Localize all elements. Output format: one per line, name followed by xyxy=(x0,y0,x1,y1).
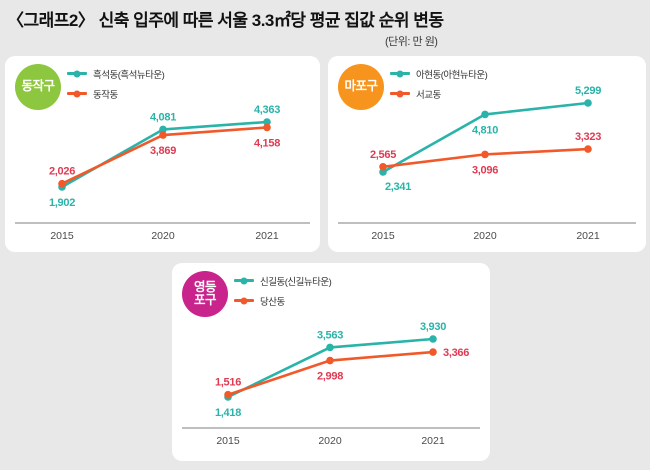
svg-text:2015: 2015 xyxy=(371,230,395,242)
svg-text:3,366: 3,366 xyxy=(443,347,469,359)
legend-item: 동작동 xyxy=(67,87,164,101)
svg-text:2015: 2015 xyxy=(216,435,240,447)
svg-text:1,516: 1,516 xyxy=(215,377,241,389)
chart-panel-dongjak: 동작구 흑석동(흑석뉴타운) 동작동 2015 2020 2021 1,902 4,08… xyxy=(5,56,320,252)
line-dot-marker-icon xyxy=(67,90,87,97)
legend-item: 흑석동(흑석뉴타운) xyxy=(67,67,165,81)
svg-text:2015: 2015 xyxy=(50,230,74,242)
legend-label: 흑석동(흑석뉴타운) xyxy=(93,69,165,81)
svg-text:2,341: 2,341 xyxy=(385,181,411,193)
line-chart-dongjak: 2015 2020 2021 1,902 4,081 4,363 2,026 3,869 4,1… xyxy=(15,104,310,242)
svg-text:2,998: 2,998 xyxy=(317,371,343,383)
svg-text:2021: 2021 xyxy=(255,230,279,242)
unit-note: (단위: 만 원) xyxy=(385,36,438,48)
legend-label: 당산동 xyxy=(260,296,285,308)
line-dot-marker-icon xyxy=(390,70,410,77)
svg-text:4,363: 4,363 xyxy=(254,104,280,116)
page-title: 〈그래프2〉 신축 입주에 따른 서울 3.3㎡당 평균 집값 순위 변동 xyxy=(7,11,444,30)
legend-label: 아현동(아현뉴타운) xyxy=(416,69,488,81)
line-chart-mapo: 2015 2020 2021 2,341 4,810 5,299 2,565 3,096 3,3… xyxy=(338,85,636,242)
legend-mapo: 아현동(아현뉴타운) 서교동 xyxy=(390,67,488,101)
legend-label: 동작동 xyxy=(93,89,118,101)
chart-panel-mapo: 마포구 아현동(아현뉴타운) 서교동 2015 2020 2021 2,341 4,81… xyxy=(328,56,646,252)
line-dot-marker-icon xyxy=(67,70,87,77)
line-dot-marker-icon xyxy=(234,277,254,284)
line-dot-marker-icon xyxy=(390,90,410,97)
svg-text:3,930: 3,930 xyxy=(420,321,446,333)
line-chart-yeongdeungpo: 2015 2020 2021 1,418 3,563 3,930 1,516 2,998 3,3… xyxy=(182,321,480,447)
legend-item: 서교동 xyxy=(390,87,487,101)
svg-text:4,158: 4,158 xyxy=(254,137,280,149)
district-badge-label: 마포구 xyxy=(344,79,378,94)
svg-text:2,565: 2,565 xyxy=(370,149,396,161)
line-dot-marker-icon xyxy=(234,297,254,304)
legend-item: 아현동(아현뉴타운) xyxy=(390,67,488,81)
legend-item: 당산동 xyxy=(234,294,331,308)
svg-text:2021: 2021 xyxy=(421,435,445,447)
legend-yeongdeungpo: 신길동(신길뉴타운) 당산동 xyxy=(234,274,332,308)
district-badge-label: 동작구 xyxy=(21,79,55,94)
svg-text:4,810: 4,810 xyxy=(472,124,498,136)
svg-text:3,563: 3,563 xyxy=(317,329,343,341)
svg-text:4,081: 4,081 xyxy=(150,111,176,123)
svg-text:2020: 2020 xyxy=(151,230,175,242)
district-badge-yeongdeungpo: 영등 포구 xyxy=(182,271,228,317)
svg-text:2,026: 2,026 xyxy=(49,166,75,178)
legend-item: 신길동(신길뉴타운) xyxy=(234,274,332,288)
district-badge-dongjak: 동작구 xyxy=(15,64,61,110)
district-badge-label: 영등 xyxy=(193,279,217,294)
district-badge-label: 포구 xyxy=(193,293,217,307)
svg-text:3,869: 3,869 xyxy=(150,145,176,157)
district-badge-mapo: 마포구 xyxy=(338,64,384,110)
svg-text:5,299: 5,299 xyxy=(575,85,601,97)
svg-text:3,096: 3,096 xyxy=(472,164,498,176)
svg-text:1,418: 1,418 xyxy=(215,407,241,419)
legend-label: 서교동 xyxy=(416,89,441,101)
chart-panel-yeongdeungpo: 영등 포구 신길동(신길뉴타운) 당산동 2015 2020 2021 1,418 3,… xyxy=(172,263,490,461)
svg-text:1,902: 1,902 xyxy=(49,197,75,209)
legend-dongjak: 흑석동(흑석뉴타운) 동작동 xyxy=(67,67,165,101)
svg-text:2020: 2020 xyxy=(318,435,342,447)
svg-text:2021: 2021 xyxy=(576,230,600,242)
legend-label: 신길동(신길뉴타운) xyxy=(260,276,332,288)
svg-text:3,323: 3,323 xyxy=(575,131,601,143)
svg-text:2020: 2020 xyxy=(473,230,497,242)
